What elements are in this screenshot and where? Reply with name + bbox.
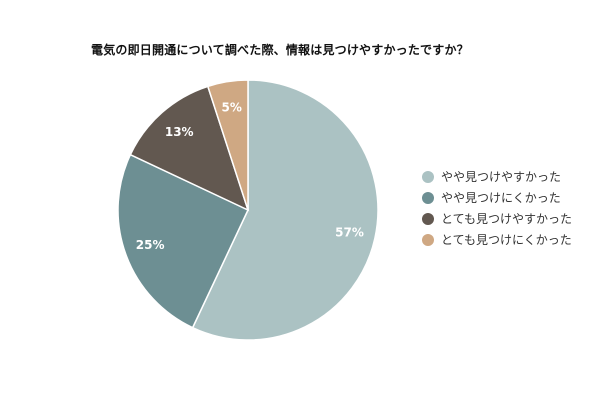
slice-value-label: 25% [136,238,165,252]
pie-slice-2 [117,153,249,329]
legend-item: やや見つけやすかった [422,166,572,187]
pie-slice-3 [129,85,250,212]
chart-title: 電気の即日開通について調べた際、情報は見つけやすかったですか？ [91,43,469,57]
slice-value-label: 57% [335,226,364,240]
pie-slice-4 [206,79,249,211]
legend-label: やや見つけやすかった [441,170,562,184]
legend-label: とても見つけにくかった [441,233,572,247]
legend-swatch [422,233,434,246]
legend: やや見つけやすかった やや見つけにくかった とても見つけやすかった とても見つけにくか… [422,166,572,250]
slice-value-label: 5% [222,100,242,114]
legend-item: とても見つけやすかった [422,208,572,229]
legend-item: やや見つけにくかった [422,187,572,208]
pie-slice-1 [191,79,379,341]
legend-swatch [422,212,434,225]
legend-swatch [422,170,434,183]
legend-label: やや見つけにくかった [441,191,561,205]
legend-label: とても見つけやすかった [441,212,573,226]
legend-item: とても見つけにくかった [422,229,572,250]
slice-value-label: 13% [165,125,194,139]
legend-swatch [422,191,434,204]
